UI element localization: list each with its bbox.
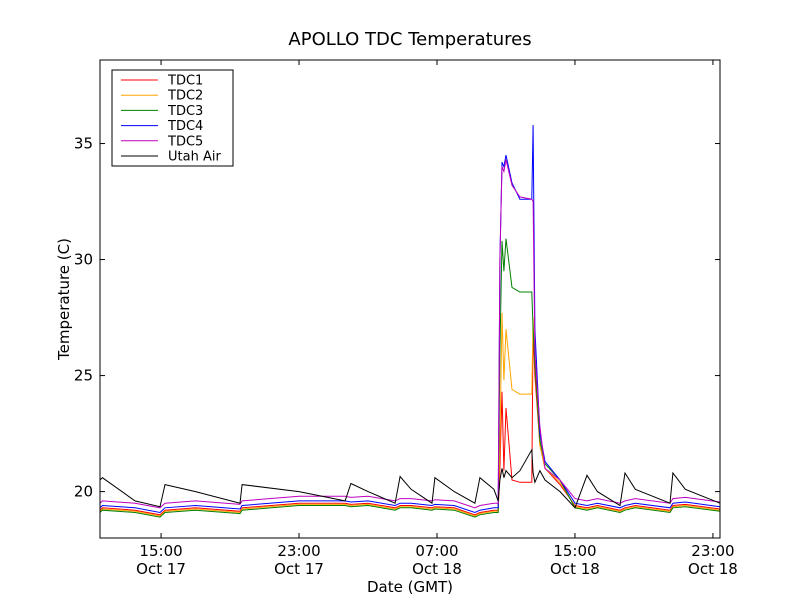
x-tick-label-time: 15:00 (139, 542, 182, 560)
legend-label: Utah Air (168, 150, 221, 165)
x-tick-label-date: Oct 18 (688, 560, 738, 578)
x-tick-label-time: 15:00 (553, 542, 596, 560)
plot-frame (99, 59, 721, 539)
legend-box (111, 69, 234, 167)
chart-title: APOLLO TDC Temperatures (288, 29, 531, 50)
x-tick-label-time: 23:00 (691, 542, 734, 560)
legend-label: TDC3 (167, 104, 203, 119)
y-tick-label: 25 (74, 367, 93, 385)
legend-label: TDC1 (167, 74, 203, 89)
x-tick-label-time: 07:00 (415, 542, 458, 560)
y-axis-label: Temperature (C) (55, 238, 73, 361)
x-tick-label-date: Oct 17 (274, 560, 324, 578)
series-line-utah-air (99, 448, 721, 509)
y-tick-label: 20 (74, 483, 93, 501)
x-tick-label-time: 23:00 (277, 542, 320, 560)
x-tick-label-date: Oct 18 (550, 560, 600, 578)
x-tick-label-date: Oct 17 (136, 560, 186, 578)
legend-label: TDC5 (167, 134, 203, 149)
legend-label: TDC4 (167, 119, 203, 134)
x-tick-label-date: Oct 18 (412, 560, 462, 578)
y-tick-label: 30 (74, 251, 93, 269)
legend-label: TDC2 (167, 89, 203, 104)
x-axis-label: Date (GMT) (367, 578, 453, 596)
y-tick-label: 35 (74, 135, 93, 153)
series-lines (99, 124, 721, 518)
series-line-tdc5 (99, 159, 721, 509)
